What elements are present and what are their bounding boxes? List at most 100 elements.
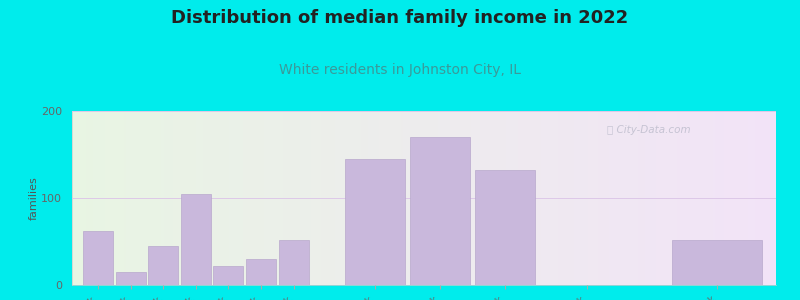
Bar: [198, 111, 201, 285]
Bar: [403, 111, 406, 285]
Bar: [83, 231, 113, 285]
Bar: [168, 111, 170, 285]
Bar: [250, 111, 253, 285]
Bar: [116, 272, 146, 285]
Bar: [476, 111, 478, 285]
Bar: [281, 111, 283, 285]
Bar: [490, 111, 492, 285]
Bar: [685, 111, 687, 285]
Bar: [527, 111, 530, 285]
Bar: [570, 111, 572, 285]
Bar: [298, 111, 300, 285]
Bar: [234, 111, 236, 285]
Bar: [647, 111, 650, 285]
Bar: [304, 111, 306, 285]
Bar: [107, 111, 110, 285]
Bar: [170, 111, 173, 285]
Bar: [565, 111, 567, 285]
Bar: [218, 111, 220, 285]
Bar: [595, 111, 598, 285]
Bar: [377, 111, 379, 285]
Bar: [130, 111, 133, 285]
Bar: [696, 111, 698, 285]
Bar: [274, 111, 276, 285]
Bar: [302, 111, 304, 285]
Bar: [358, 111, 361, 285]
Bar: [748, 111, 750, 285]
Bar: [434, 111, 436, 285]
Bar: [227, 111, 230, 285]
Bar: [330, 111, 333, 285]
Bar: [398, 111, 401, 285]
Bar: [181, 194, 211, 285]
Bar: [618, 111, 621, 285]
Bar: [342, 111, 344, 285]
Bar: [344, 111, 346, 285]
Bar: [396, 111, 398, 285]
Bar: [328, 111, 330, 285]
Bar: [771, 111, 774, 285]
Bar: [506, 111, 509, 285]
Bar: [225, 111, 227, 285]
Bar: [441, 111, 442, 285]
Bar: [682, 111, 685, 285]
Bar: [698, 111, 701, 285]
Bar: [194, 111, 196, 285]
Bar: [743, 111, 746, 285]
Bar: [379, 111, 382, 285]
Bar: [720, 111, 722, 285]
Bar: [248, 111, 250, 285]
Bar: [668, 111, 670, 285]
Bar: [642, 111, 645, 285]
Bar: [582, 111, 583, 285]
Bar: [382, 111, 384, 285]
Bar: [95, 111, 98, 285]
Bar: [572, 111, 574, 285]
Bar: [734, 111, 736, 285]
Bar: [562, 111, 565, 285]
Bar: [466, 111, 469, 285]
Bar: [314, 111, 316, 285]
Bar: [478, 111, 480, 285]
Bar: [617, 111, 618, 285]
Bar: [729, 111, 731, 285]
Bar: [431, 111, 434, 285]
Bar: [764, 111, 766, 285]
Bar: [126, 111, 128, 285]
Bar: [288, 111, 290, 285]
Bar: [607, 111, 610, 285]
Bar: [462, 111, 464, 285]
Text: Distribution of median family income in 2022: Distribution of median family income in …: [171, 9, 629, 27]
Bar: [497, 111, 499, 285]
Bar: [124, 111, 126, 285]
Bar: [689, 111, 691, 285]
Bar: [577, 111, 579, 285]
Bar: [459, 111, 462, 285]
Bar: [253, 111, 255, 285]
Bar: [394, 111, 396, 285]
Bar: [349, 111, 351, 285]
Bar: [192, 111, 194, 285]
Bar: [366, 111, 368, 285]
Bar: [474, 111, 476, 285]
Bar: [114, 111, 117, 285]
Bar: [450, 111, 452, 285]
Bar: [471, 111, 474, 285]
Bar: [210, 111, 213, 285]
Bar: [614, 111, 617, 285]
Bar: [513, 111, 515, 285]
Bar: [654, 111, 656, 285]
Bar: [515, 111, 518, 285]
Bar: [220, 111, 222, 285]
Bar: [410, 111, 412, 285]
Bar: [262, 111, 265, 285]
Bar: [112, 111, 114, 285]
Bar: [100, 111, 102, 285]
Bar: [269, 111, 271, 285]
Bar: [469, 111, 471, 285]
Bar: [98, 111, 100, 285]
Bar: [110, 111, 112, 285]
Bar: [726, 111, 729, 285]
Bar: [701, 111, 703, 285]
Bar: [708, 111, 710, 285]
